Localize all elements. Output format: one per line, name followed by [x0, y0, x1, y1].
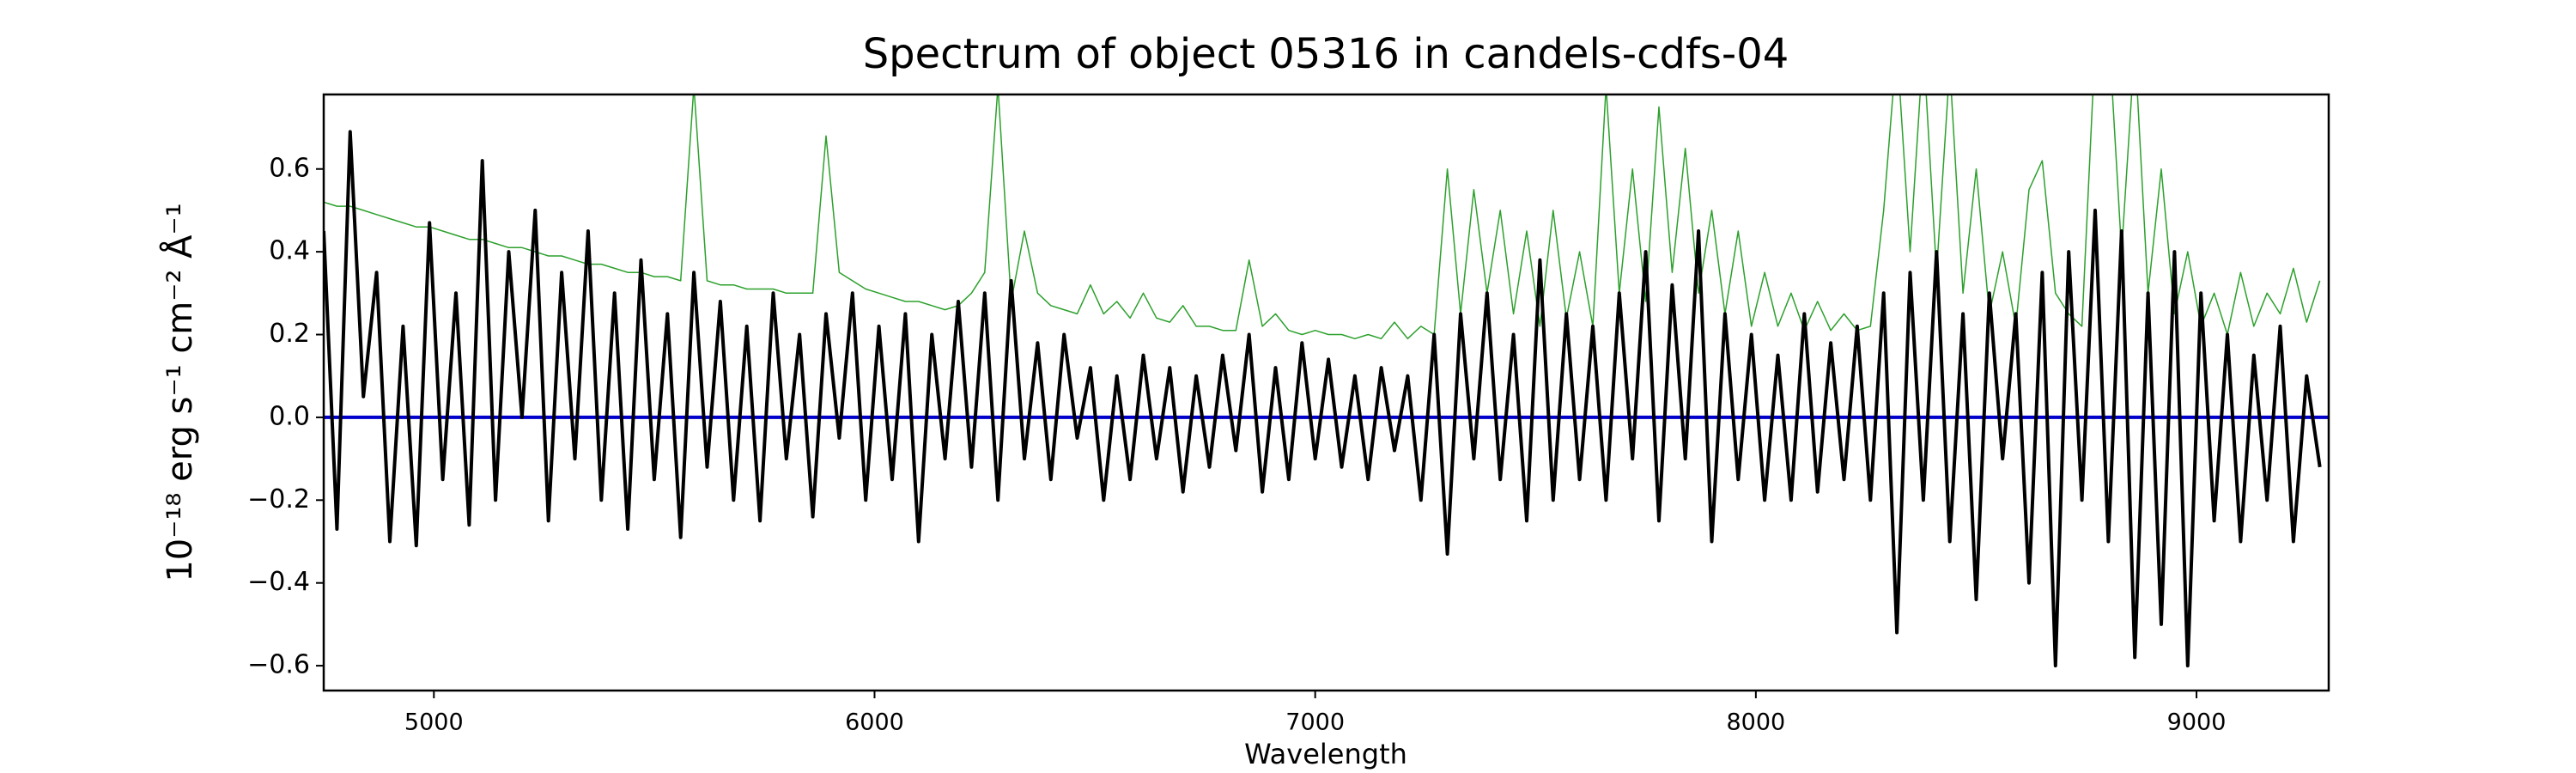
- x-axis-label: Wavelength: [1244, 738, 1407, 770]
- x-tick-label: 5000: [404, 709, 464, 736]
- y-tick-label: −0.2: [247, 484, 310, 514]
- chart-title: Spectrum of object 05316 in candels-cdfs…: [863, 30, 1789, 78]
- plot-frame: [322, 93, 2330, 692]
- y-axis-label: 10⁻¹⁸ erg s⁻¹ cm⁻² Å⁻¹: [159, 203, 200, 581]
- y-tick-label: −0.4: [247, 567, 310, 597]
- x-tick-label: 6000: [845, 709, 904, 736]
- y-tick-label: 0.2: [269, 319, 310, 349]
- y-tick-label: 0.6: [269, 153, 310, 183]
- y-tick-label: 0.4: [269, 236, 310, 266]
- plot-area: [324, 94, 2329, 668]
- y-tick-label: −0.6: [247, 650, 310, 680]
- y-tick-label: 0.0: [269, 401, 310, 431]
- spectrum-line: [324, 130, 2322, 668]
- x-tick-label: 7000: [1285, 709, 1345, 736]
- x-tick-label: 9000: [2167, 709, 2227, 736]
- spectrum-line: [324, 94, 2321, 340]
- x-tick-label: 8000: [1726, 709, 1785, 736]
